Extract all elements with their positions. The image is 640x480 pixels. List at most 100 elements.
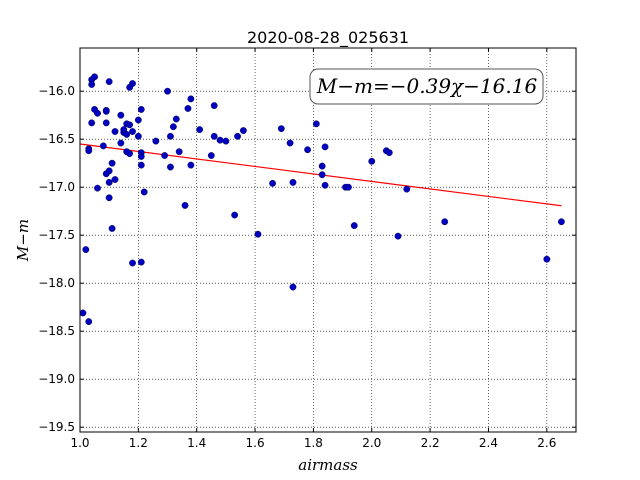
y-tick-label: −19.5 xyxy=(38,420,75,434)
data-point xyxy=(102,119,110,127)
data-point xyxy=(184,105,192,112)
x-tick-label: 2.0 xyxy=(362,436,381,450)
data-point xyxy=(137,161,145,169)
data-point xyxy=(187,95,195,103)
data-point xyxy=(161,152,169,159)
data-point xyxy=(91,73,98,81)
data-point xyxy=(385,149,393,157)
data-point xyxy=(111,176,119,183)
data-point xyxy=(85,147,93,155)
data-point xyxy=(210,132,218,140)
data-point xyxy=(105,178,113,186)
data-point xyxy=(82,246,90,254)
data-point xyxy=(111,128,119,135)
data-point xyxy=(126,121,134,129)
x-tick-label: 2.6 xyxy=(537,436,556,450)
y-axis-label: M−m xyxy=(14,219,32,262)
data-point xyxy=(123,130,131,138)
data-point xyxy=(312,120,320,128)
data-point xyxy=(134,116,142,124)
data-point xyxy=(164,87,171,95)
data-point xyxy=(196,126,204,134)
x-tick-label: 1.8 xyxy=(304,436,323,450)
data-point xyxy=(239,127,247,134)
data-point xyxy=(102,170,110,178)
plot-frame xyxy=(79,47,577,433)
data-point xyxy=(108,159,116,167)
plot-area xyxy=(80,48,576,432)
grid xyxy=(79,48,576,432)
data-point xyxy=(117,111,125,119)
x-axis-label: airmass xyxy=(298,456,358,474)
data-point xyxy=(126,83,134,91)
data-point xyxy=(79,309,87,317)
y-tick-label: −19.0 xyxy=(38,372,75,386)
data-point xyxy=(140,188,148,196)
data-point xyxy=(187,161,195,169)
data-point xyxy=(94,184,101,192)
data-point xyxy=(368,157,376,165)
data-point xyxy=(99,142,107,150)
data-point xyxy=(102,107,110,115)
x-tick-label: 1.4 xyxy=(187,436,206,450)
x-tick-label: 2.2 xyxy=(421,436,440,450)
data-point xyxy=(134,132,142,140)
data-point xyxy=(543,255,551,263)
data-point xyxy=(345,183,352,191)
data-point xyxy=(129,259,136,267)
data-point xyxy=(207,152,215,159)
y-tick-label: −16.0 xyxy=(38,84,75,98)
data-point xyxy=(85,318,93,325)
data-point xyxy=(169,123,177,131)
data-point xyxy=(277,125,285,133)
data-point xyxy=(394,232,402,240)
data-point xyxy=(318,162,326,170)
data-point xyxy=(289,178,297,186)
data-point xyxy=(167,163,174,171)
data-point xyxy=(321,143,329,151)
data-point xyxy=(181,202,189,209)
x-tick-label: 2.4 xyxy=(479,436,498,450)
data-point xyxy=(350,222,358,230)
data-point xyxy=(558,218,565,226)
data-point xyxy=(137,106,145,113)
data-point xyxy=(137,258,145,266)
data-point xyxy=(117,139,125,147)
data-points xyxy=(79,73,565,325)
x-tick-label: 1.6 xyxy=(246,436,265,450)
data-point xyxy=(94,109,101,117)
ticks: 1.0 1.2 1.4 1.6 1.8 2.0 2.2 2.4 2.6 −16.0 −16.5 −17… xyxy=(38,48,576,450)
y-tick-label: −16.5 xyxy=(38,132,75,146)
fit-equation: M−m=−0.39χ−16.16 xyxy=(316,74,538,98)
data-point xyxy=(88,119,96,127)
y-tick-label: −18.5 xyxy=(38,324,75,338)
data-point xyxy=(254,230,262,238)
data-point xyxy=(210,102,218,110)
x-tick-label: 1.2 xyxy=(129,436,148,450)
y-tick-label: −17.0 xyxy=(38,180,75,194)
data-point xyxy=(167,132,174,140)
fit-equation-box: M−m=−0.39χ−16.16 xyxy=(309,68,544,105)
data-point xyxy=(403,185,411,193)
data-point xyxy=(321,181,329,189)
data-point xyxy=(222,137,230,145)
data-point xyxy=(105,194,113,202)
data-point xyxy=(318,171,326,179)
data-point xyxy=(172,115,180,123)
data-point xyxy=(289,283,297,291)
data-point xyxy=(126,150,134,158)
data-point xyxy=(231,211,239,219)
data-point xyxy=(286,139,294,147)
chart-title: 2020-08-28_025631 xyxy=(247,28,409,48)
y-tick-label: −17.5 xyxy=(38,228,75,242)
data-point xyxy=(269,179,276,187)
data-point xyxy=(175,148,183,156)
data-point xyxy=(304,146,311,154)
data-point xyxy=(129,128,136,135)
x-tick-label: 1.0 xyxy=(70,436,89,450)
data-point xyxy=(152,137,160,145)
data-point xyxy=(108,225,116,232)
data-point xyxy=(137,153,145,160)
data-point xyxy=(105,78,113,86)
